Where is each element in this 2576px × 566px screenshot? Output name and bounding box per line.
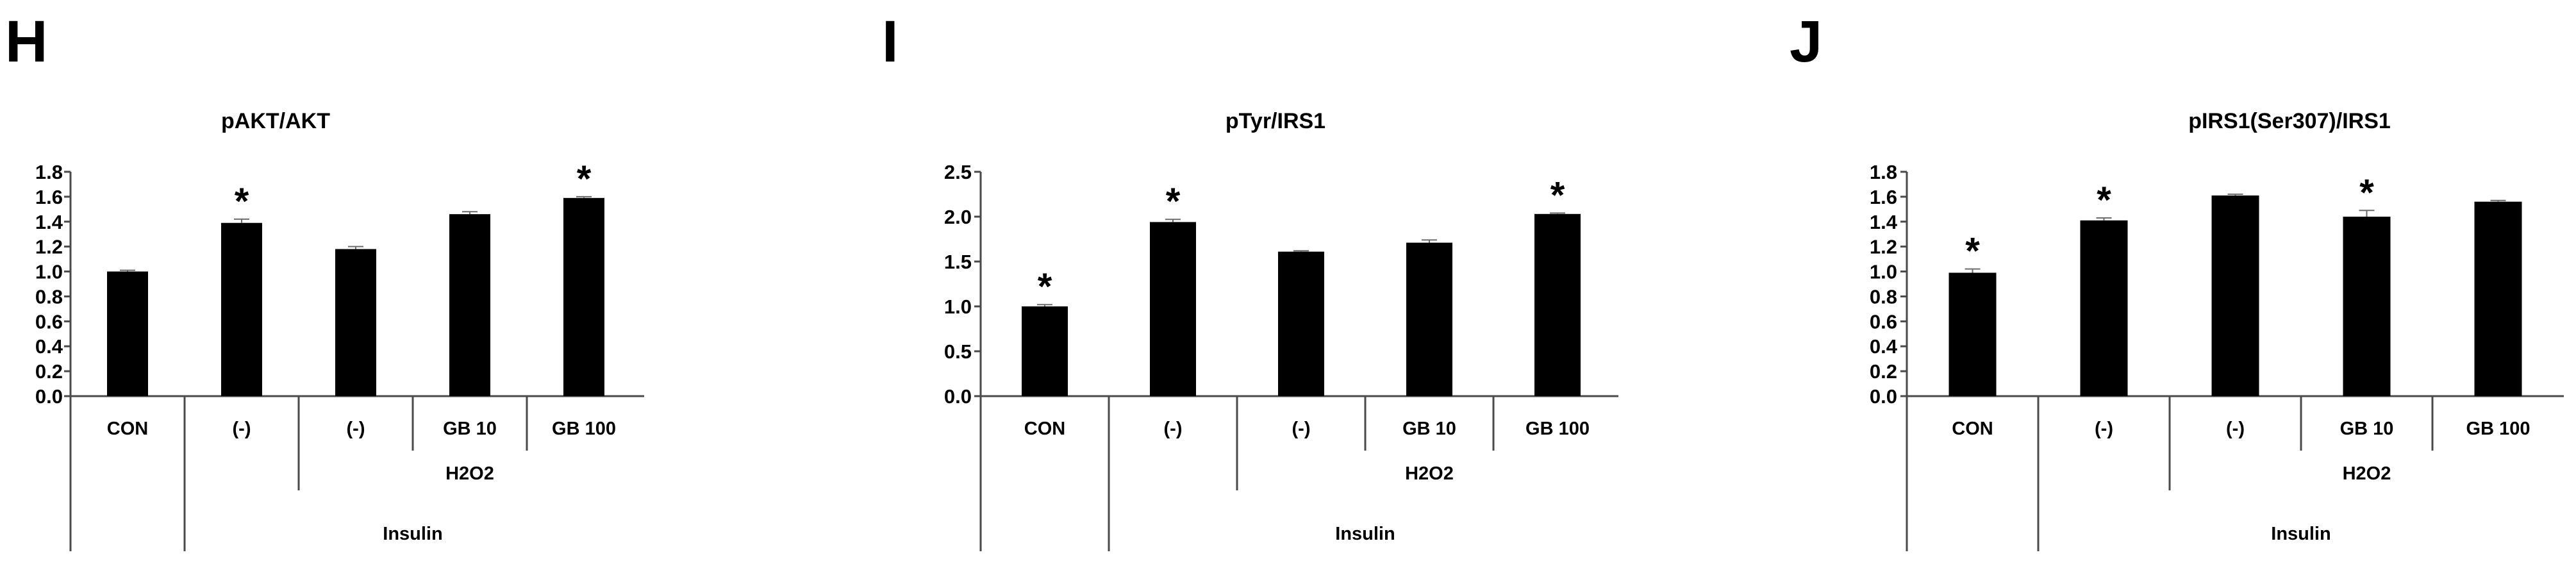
bar	[2211, 195, 2259, 396]
category-label: CON	[1024, 419, 1065, 439]
panel-letter: H	[5, 9, 47, 74]
y-tick-label: 1.8	[1870, 161, 1897, 183]
bar	[1534, 213, 1581, 396]
y-tick-label: 1.0	[1870, 261, 1897, 283]
y-tick-label: 1.8	[35, 161, 63, 183]
group-label-h2o2: H2O2	[2343, 463, 2391, 484]
bar	[2080, 220, 2128, 396]
bar	[1022, 306, 1068, 396]
significance-star: *	[577, 158, 592, 200]
category-label: (-)	[2095, 419, 2113, 439]
category-label: GB 10	[1402, 419, 1456, 439]
y-tick-label: 1.0	[35, 261, 63, 283]
y-tick-label: 0.2	[1870, 360, 1897, 383]
category-label: GB 100	[552, 419, 616, 439]
y-tick-label: 0.8	[35, 285, 63, 308]
y-tick-label: 0.5	[944, 340, 972, 363]
chart-title: pAKT/AKT	[221, 109, 330, 133]
bar	[1278, 251, 1324, 396]
y-tick-label: 1.2	[1870, 236, 1897, 258]
y-tick-label: 1.2	[35, 236, 63, 258]
y-tick-label: 0.4	[35, 335, 63, 358]
bar	[2343, 217, 2391, 396]
plot-area: 0.0 0.5 1.0 1.5 2.0 2.5 * CON * (-) (-) GB 10 * GB 10…	[944, 161, 1618, 551]
bar	[1406, 242, 1452, 396]
significance-star: *	[1038, 266, 1052, 308]
y-tick-label: 1.6	[1870, 186, 1897, 208]
group-label-insulin: Insulin	[1335, 524, 1395, 544]
group-label-insulin: Insulin	[2271, 524, 2331, 544]
chart-panel-j: J pIRS1(Ser307)/IRS1 0.00.20.40.60.81.0 1…	[1790, 9, 2564, 551]
bar	[221, 222, 262, 396]
bar	[1150, 222, 1196, 396]
category-label: GB 10	[2340, 419, 2394, 439]
y-tick-label: 0.6	[35, 310, 63, 333]
chart-title: pTyr/IRS1	[1226, 109, 1325, 133]
category-label: (-)	[347, 419, 365, 439]
y-tick-label: 1.4	[35, 211, 63, 233]
chart-panel-i: I pTyr/IRS1 0.0 0.5 1.0 1.5 2.0 2.5 * CON * (-) (-…	[882, 9, 1618, 551]
y-tick-label: 1.0	[944, 295, 972, 318]
chart-title: pIRS1(Ser307)/IRS1	[2188, 109, 2391, 133]
group-label-insulin: Insulin	[383, 524, 442, 544]
category-label: (-)	[2226, 419, 2245, 439]
y-tick-label: 0.6	[1870, 310, 1897, 333]
y-tick-label: 2.0	[944, 206, 972, 228]
y-tick-label: 0.8	[1870, 285, 1897, 308]
group-label-h2o2: H2O2	[1405, 463, 1454, 484]
panel-letter: J	[1790, 9, 1822, 74]
bar	[1949, 272, 1997, 396]
category-label: GB 100	[1525, 419, 1590, 439]
plot-area: 0.00.20.40.60.81.0 1.2 1.4 1.6 1.8 CON * (-) (-)…	[35, 158, 644, 551]
y-tick-label: 0.4	[1870, 335, 1898, 358]
plot-area: 0.00.20.40.60.81.0 1.2 1.4 1.6 1.8 * CON * (-) (-…	[1870, 161, 2564, 551]
y-tick-label: 1.6	[35, 186, 63, 208]
significance-star: *	[2097, 179, 2111, 221]
y-tick-label: 0.2	[35, 360, 63, 383]
chart-panel-h: H pAKT/AKT 0.00.20.40.60.81.0 1.2 1.4 1.6 1.…	[5, 9, 644, 551]
y-tick-label: 0.0	[35, 385, 63, 408]
category-label: GB 10	[443, 419, 497, 439]
category-label: CON	[107, 419, 148, 439]
category-label: GB 100	[2466, 419, 2530, 439]
bar	[107, 271, 148, 396]
y-tick-label: 1.4	[1870, 211, 1898, 233]
y-tick-label: 2.5	[944, 161, 972, 183]
y-tick-label: 0.0	[944, 385, 972, 408]
group-label-h2o2: H2O2	[445, 463, 494, 484]
significance-star: *	[1965, 231, 1980, 272]
panel-letter: I	[882, 9, 899, 74]
bar	[2474, 201, 2522, 396]
bar	[335, 249, 376, 396]
significance-star: *	[2359, 172, 2374, 213]
y-tick-label: 0.0	[1870, 385, 1897, 408]
bar	[563, 197, 604, 396]
significance-star: *	[235, 181, 249, 222]
y-tick-label: 1.5	[944, 251, 972, 273]
category-label: (-)	[1164, 419, 1183, 439]
category-label: (-)	[233, 419, 251, 439]
significance-star: *	[1166, 181, 1181, 222]
significance-star: *	[1550, 174, 1565, 216]
bar	[449, 214, 490, 396]
category-label: CON	[1952, 419, 1993, 439]
category-label: (-)	[1292, 419, 1311, 439]
